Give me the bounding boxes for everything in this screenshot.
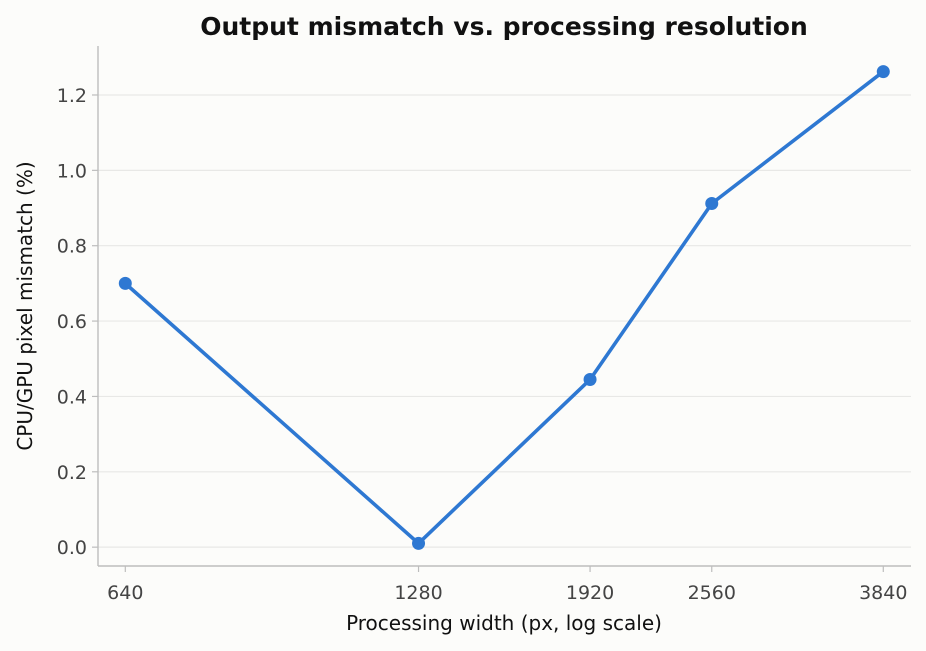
y-tick-label: 0.2 [57, 462, 87, 484]
axes-layer [97, 46, 911, 567]
y-tick-label: 0.8 [57, 236, 87, 258]
x-tick-label: 1920 [566, 582, 614, 604]
data-point [118, 276, 132, 290]
data-point [876, 65, 890, 79]
y-axis-label: CPU/GPU pixel mismatch (%) [13, 161, 37, 450]
data-point [705, 197, 719, 211]
y-tick-label: 0.4 [57, 386, 87, 408]
x-tick-label: 3840 [859, 582, 907, 604]
x-tick-label: 1280 [394, 582, 442, 604]
series-line [123, 69, 886, 546]
grid-layer [98, 94, 911, 548]
y-tick-label: 1.2 [57, 85, 87, 107]
y-tick-label: 0.0 [57, 537, 87, 559]
x-tick-label: 2560 [688, 582, 736, 604]
ticks-layer: 0.0 0.2 0.4 0.6 0.8 1.0 1.2 640 1280 1920 2560 3840 [57, 85, 908, 604]
series-layer [118, 65, 890, 550]
chart-title: Output mismatch vs. processing resolutio… [200, 12, 808, 41]
y-tick-label: 1.0 [57, 160, 87, 182]
x-axis-label: Processing width (px, log scale) [346, 611, 662, 635]
y-tick-label: 0.6 [57, 311, 87, 333]
data-point [583, 372, 597, 386]
x-tick-label: 640 [107, 582, 143, 604]
data-point [412, 536, 426, 550]
